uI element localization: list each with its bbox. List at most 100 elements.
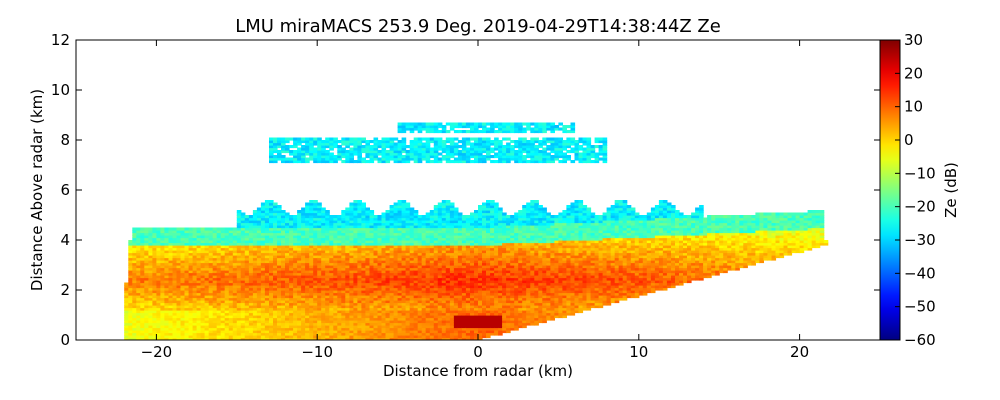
radar-cell	[168, 280, 174, 284]
radar-cell	[168, 260, 174, 264]
radar-cell	[385, 272, 391, 276]
radar-cell	[397, 240, 403, 244]
radar-cell	[297, 282, 302, 286]
radar-cell	[269, 290, 274, 294]
radar-cell	[421, 270, 427, 274]
radar-cell	[192, 315, 198, 319]
radar-cell	[168, 302, 174, 306]
radar-cell	[433, 267, 439, 271]
radar-cell	[317, 270, 322, 274]
radar-cell	[349, 250, 354, 254]
radar-cell	[301, 280, 306, 284]
radar-cell	[377, 255, 383, 259]
radar-cell	[313, 202, 318, 206]
radar-cell	[369, 312, 375, 316]
radar-cell	[429, 287, 435, 291]
radar-cell	[140, 302, 145, 306]
radar-cell	[333, 227, 338, 231]
radar-cell	[196, 307, 202, 311]
radar-cell	[385, 325, 391, 329]
radar-cell	[478, 245, 483, 249]
radar-cell	[437, 145, 443, 149]
radar-cell	[397, 145, 403, 149]
radar-cell	[385, 257, 391, 261]
radar-cell	[413, 242, 419, 246]
radar-cell	[393, 270, 399, 274]
radar-cell	[377, 225, 383, 229]
radar-cell	[457, 232, 463, 236]
radar-cell	[152, 275, 157, 279]
radar-cell	[208, 237, 214, 241]
radar-cell	[196, 325, 202, 329]
radar-cell	[453, 265, 459, 269]
radar-cell	[164, 270, 169, 274]
radar-cell	[273, 235, 278, 239]
radar-cell	[309, 265, 314, 269]
radar-cell	[317, 245, 322, 249]
radar-cell	[377, 217, 383, 221]
radar-cell	[397, 230, 403, 234]
radar-cell	[393, 272, 399, 276]
radar-cell	[128, 292, 133, 296]
radar-cell	[124, 332, 129, 336]
radar-cell	[252, 330, 258, 334]
radar-cell	[449, 215, 455, 219]
radar-cell	[409, 157, 415, 161]
radar-cell	[445, 257, 451, 261]
radar-cell	[401, 260, 407, 264]
radar-cell	[285, 245, 290, 249]
radar-cell	[212, 320, 218, 324]
radar-cell	[329, 142, 334, 146]
radar-cell	[433, 127, 439, 131]
radar-cell	[389, 270, 395, 274]
radar-cell	[264, 337, 270, 340]
radar-cell	[369, 240, 375, 244]
radar-cell	[437, 152, 443, 156]
radar-cell	[465, 285, 471, 289]
radar-cell	[264, 302, 270, 306]
radar-cell	[353, 217, 358, 221]
radar-cell	[437, 202, 443, 206]
radar-cell	[421, 262, 427, 266]
radar-cell	[405, 327, 411, 331]
radar-cell	[465, 290, 471, 294]
radar-cell	[441, 240, 447, 244]
radar-cell	[313, 285, 318, 289]
radar-cell	[409, 220, 415, 224]
radar-cell	[433, 272, 439, 276]
radar-cell	[457, 322, 463, 326]
radar-cell	[437, 252, 443, 256]
radar-cell	[417, 235, 423, 239]
radar-cell	[216, 285, 222, 289]
radar-cell	[264, 310, 270, 314]
radar-cell	[132, 287, 137, 291]
radar-cell	[297, 330, 302, 334]
radar-cell	[309, 225, 314, 229]
radar-cell	[305, 222, 310, 226]
radar-cell	[389, 325, 395, 329]
radar-cell	[224, 260, 230, 264]
radar-cell	[333, 282, 338, 286]
radar-cell	[260, 230, 266, 234]
radar-cell	[425, 160, 431, 164]
radar-cell	[172, 315, 178, 319]
radar-cell	[401, 252, 407, 256]
radar-cell	[204, 255, 210, 259]
radar-cell	[289, 292, 294, 296]
radar-cell	[381, 140, 387, 144]
radar-cell	[421, 215, 427, 219]
radar-cell	[470, 217, 475, 221]
radar-cell	[248, 277, 254, 281]
radar-cell	[224, 337, 230, 340]
radar-cell	[365, 140, 370, 144]
radar-cell	[381, 335, 387, 339]
radar-cell	[325, 160, 330, 164]
radar-cell	[425, 332, 431, 336]
radar-cell	[305, 330, 310, 334]
radar-cell	[470, 287, 475, 291]
radar-cell	[293, 327, 298, 331]
radar-cell	[176, 320, 182, 324]
radar-cell	[397, 267, 403, 271]
radar-cell	[349, 240, 354, 244]
radar-cell	[200, 297, 206, 301]
